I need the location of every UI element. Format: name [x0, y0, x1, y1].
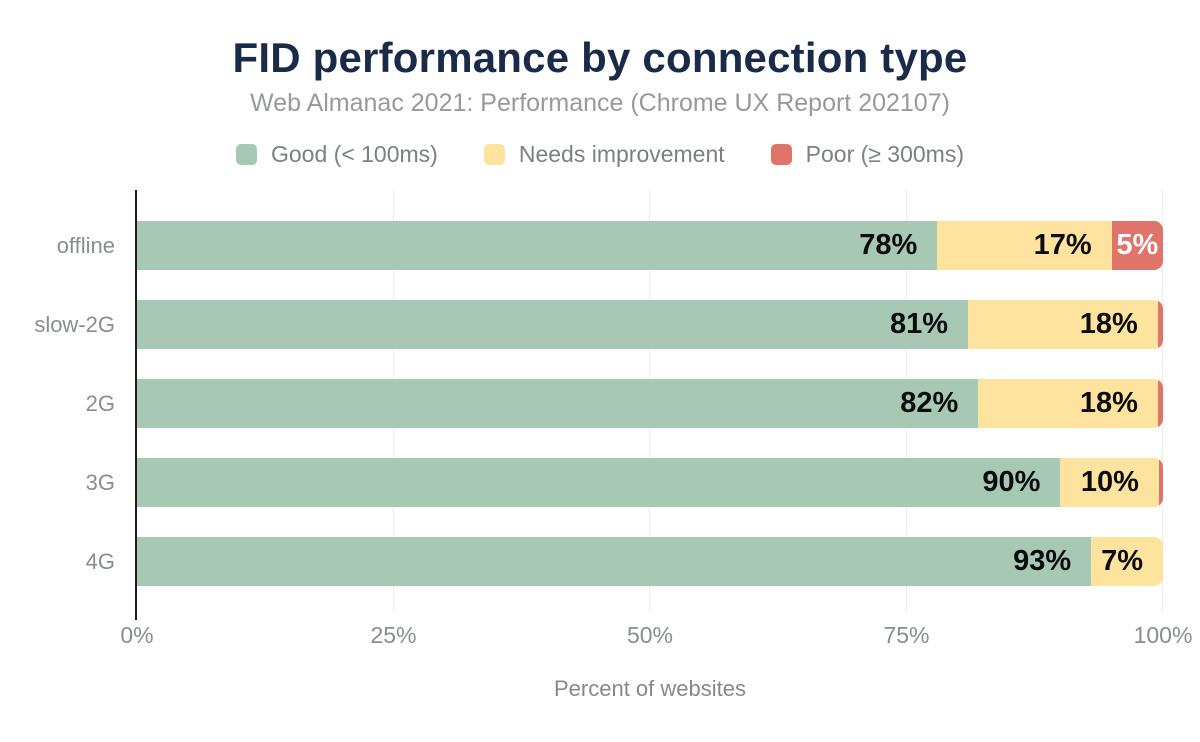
legend-item-poor: Poor (≥ 300ms)	[770, 141, 964, 168]
bar-segment-ni: 18%	[968, 300, 1158, 349]
bar-offline: 78% 17% 5%	[137, 221, 1163, 270]
segment-value-label: 81%	[890, 308, 949, 340]
segment-value-label: 78%	[859, 229, 918, 261]
bar-segment-good: 90%	[137, 458, 1061, 507]
bar-segment-poor: 5%	[1111, 221, 1163, 270]
y-axis-label-slow-2G: slow-2G	[34, 311, 115, 337]
x-axis-ticks: 0% 25% 50% 75% 100%	[120, 622, 1192, 652]
bar-rows: 78% 17% 5% 81% 18% 82% 18% 90% 10% 93% 7%	[137, 190, 1163, 612]
legend-label: Good (< 100ms)	[271, 141, 438, 167]
bar-segment-good: 78%	[137, 221, 938, 270]
bar-segment-ni: 10%	[1060, 458, 1159, 507]
bar-segment-poor	[1157, 379, 1163, 428]
y-axis-label-2G: 2G	[85, 390, 115, 416]
y-axis-line	[135, 190, 137, 620]
bar-4G: 93% 7%	[137, 537, 1163, 586]
x-axis-title: Percent of websites	[554, 676, 746, 701]
plot-area: 78% 17% 5% 81% 18% 82% 18% 90% 10% 93% 7%	[135, 190, 1163, 620]
segment-value-label: 18%	[1079, 387, 1138, 419]
legend-swatch-good	[236, 144, 257, 165]
segment-value-label: 17%	[1033, 229, 1092, 261]
y-axis-label-offline: offline	[56, 232, 115, 258]
bar-segment-good: 82%	[137, 379, 979, 428]
segment-value-label: 5%	[1116, 229, 1159, 261]
x-tick-label: 0%	[120, 622, 154, 648]
chart-title: FID performance by connection type	[232, 34, 968, 81]
segment-value-label: 7%	[1101, 545, 1143, 577]
legend-label: Poor (≥ 300ms)	[805, 141, 964, 167]
bar-segment-ni: 17%	[937, 221, 1112, 270]
legend-item-good: Good (< 100ms)	[236, 141, 438, 168]
y-axis-label-3G: 3G	[85, 469, 115, 495]
x-tick-label: 100%	[1133, 622, 1193, 648]
x-tick-label: 75%	[883, 622, 930, 648]
segment-value-label: 90%	[982, 466, 1041, 498]
legend-swatch-ni	[483, 144, 505, 165]
segment-value-label: 93%	[1013, 545, 1072, 577]
segment-value-label: 18%	[1079, 308, 1138, 340]
x-tick-label: 25%	[370, 622, 417, 648]
bar-2G: 82% 18%	[137, 379, 1163, 428]
bar-segment-good: 81%	[137, 300, 969, 349]
legend-swatch-poor	[770, 144, 792, 165]
y-axis-label-4G: 4G	[85, 548, 115, 574]
segment-value-label: 10%	[1080, 466, 1139, 498]
bar-3G: 90% 10%	[137, 458, 1163, 507]
y-axis-labels: offline slow-2G 2G 3G 4G	[0, 190, 115, 612]
bar-segment-poor	[1157, 300, 1163, 349]
bar-slow-2G: 81% 18%	[137, 300, 1163, 349]
bar-segment-ni: 18%	[978, 379, 1158, 428]
legend: Good (< 100ms) Needs improvement Poor (≥ 3…	[0, 141, 1200, 168]
chart-subtitle: Web Almanac 2021: Performance (Chrome UX…	[250, 89, 950, 117]
bar-segment-ni: 7%	[1091, 537, 1163, 586]
legend-label: Needs improvement	[518, 141, 725, 167]
legend-item-ni: Needs improvement	[483, 141, 725, 168]
bar-segment-good: 93%	[137, 537, 1092, 586]
x-tick-label: 50%	[626, 622, 674, 648]
segment-value-label: 82%	[900, 387, 959, 419]
bar-segment-poor	[1158, 458, 1163, 507]
